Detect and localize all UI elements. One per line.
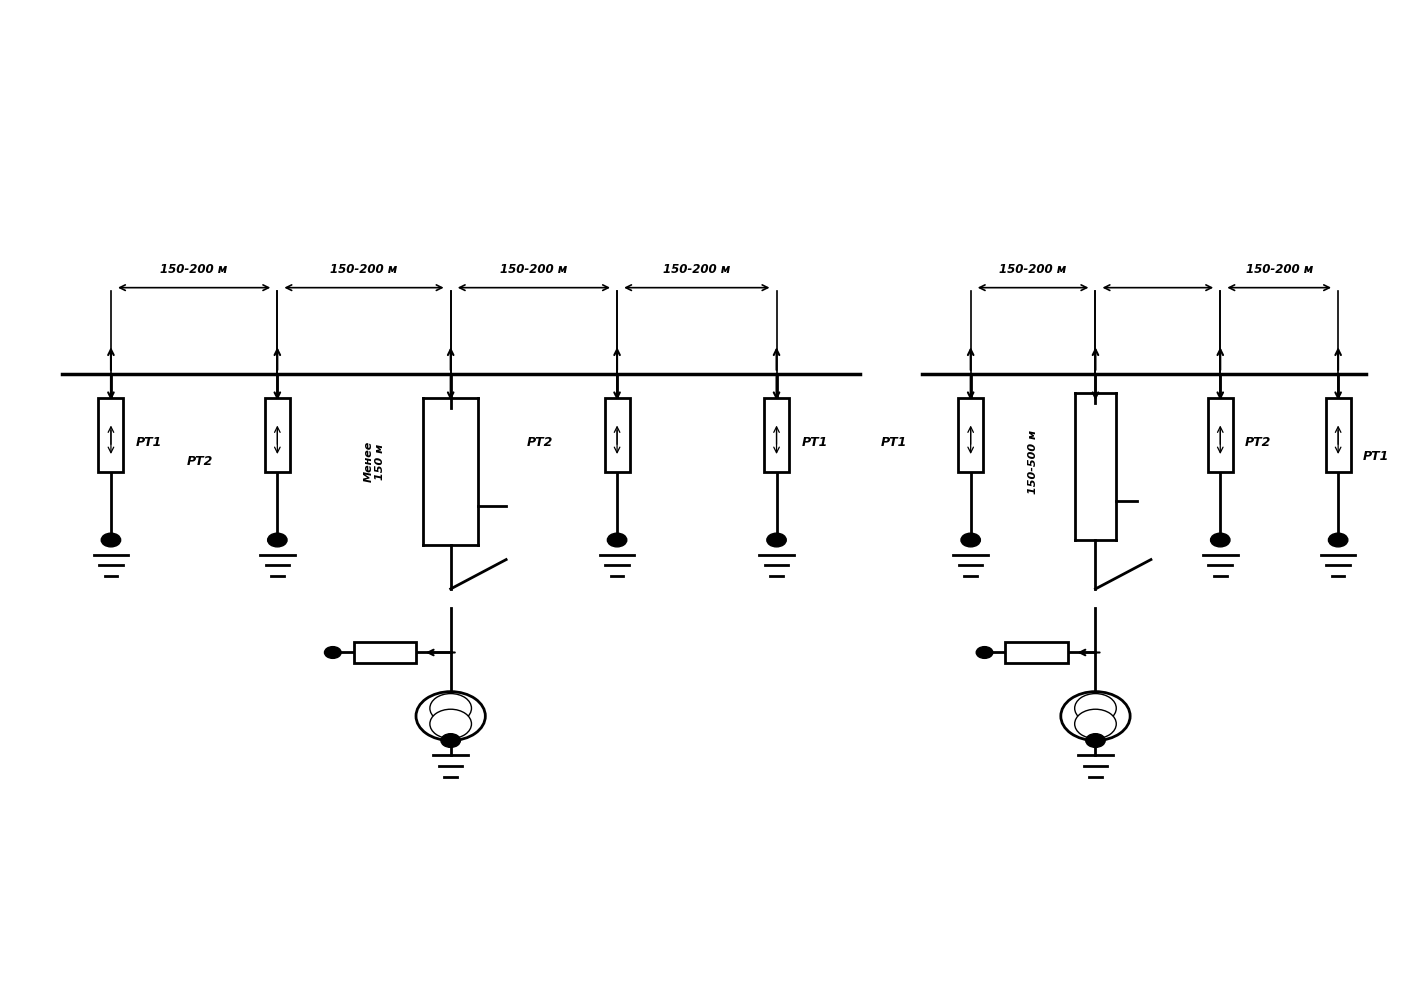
Circle shape: [1086, 734, 1106, 747]
Circle shape: [961, 533, 981, 547]
Bar: [1208, 398, 1233, 471]
Text: РТ1: РТ1: [801, 435, 828, 448]
Text: 150-200 м: 150-200 м: [664, 263, 731, 276]
Circle shape: [1075, 709, 1117, 739]
Text: РТ2: РТ2: [187, 455, 213, 468]
Text: 150-200 м: 150-200 м: [501, 263, 568, 276]
Bar: [765, 398, 788, 471]
Circle shape: [1075, 693, 1117, 723]
Text: РТ1: РТ1: [1364, 450, 1389, 463]
Circle shape: [607, 533, 627, 547]
Text: 150-500 м: 150-500 м: [1028, 430, 1038, 494]
Text: 150-200 м: 150-200 м: [330, 263, 397, 276]
Bar: [958, 398, 984, 471]
Text: РТ2: РТ2: [1246, 435, 1271, 448]
Circle shape: [429, 693, 471, 723]
Circle shape: [976, 647, 993, 659]
Text: РТ1: РТ1: [881, 435, 906, 448]
Bar: [1326, 398, 1351, 471]
Bar: [605, 398, 630, 471]
Circle shape: [767, 533, 786, 547]
Text: 150-200 м: 150-200 м: [160, 263, 227, 276]
Circle shape: [268, 533, 288, 547]
Bar: [265, 398, 290, 471]
Bar: [1006, 642, 1068, 664]
Text: РТ1: РТ1: [136, 435, 163, 448]
Circle shape: [101, 533, 121, 547]
Circle shape: [429, 709, 471, 739]
Circle shape: [441, 734, 460, 747]
Bar: [354, 642, 417, 664]
Text: 150-200 м: 150-200 м: [1246, 263, 1313, 276]
Circle shape: [1211, 533, 1230, 547]
Circle shape: [324, 647, 341, 659]
Circle shape: [417, 691, 485, 740]
Bar: [98, 398, 123, 471]
Text: Менее
150 м: Менее 150 м: [363, 441, 386, 482]
Circle shape: [1061, 691, 1131, 740]
Circle shape: [1329, 533, 1348, 547]
Text: 150-200 м: 150-200 м: [999, 263, 1066, 276]
Text: РТ2: РТ2: [528, 435, 553, 448]
